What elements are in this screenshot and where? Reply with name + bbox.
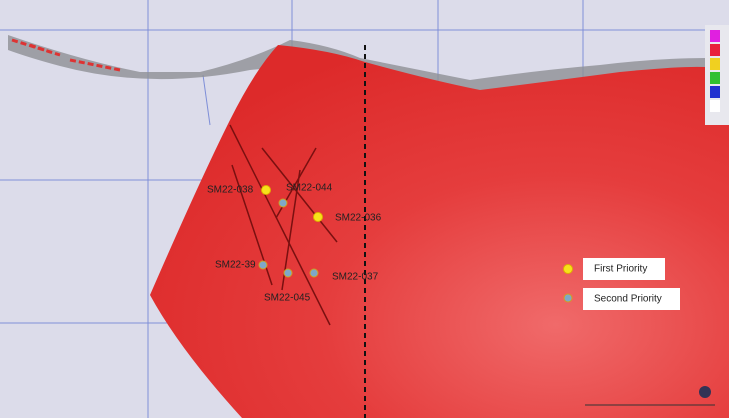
- hole-label: SM22-39: [215, 260, 256, 271]
- surface-features: [11, 38, 121, 72]
- scale-bar: [585, 386, 715, 406]
- scale-swatch: [710, 100, 720, 112]
- hole-label: SM22-038: [207, 185, 254, 196]
- drill-points: [258, 185, 323, 278]
- legend: First Priority Second Priority: [563, 258, 680, 310]
- legend-label: First Priority: [594, 264, 647, 275]
- orebody: [150, 45, 729, 418]
- scale-swatch: [710, 44, 720, 56]
- scale-swatch: [710, 72, 720, 84]
- hole-label: SM22-036: [335, 213, 382, 224]
- scale-swatch: [710, 30, 720, 42]
- legend-label: Second Priority: [594, 294, 662, 305]
- scale-swatch: [710, 86, 720, 98]
- hole-label: SM22-045: [264, 293, 311, 304]
- hole-label: SM22-044: [286, 183, 333, 194]
- hole-label: SM22-037: [332, 272, 379, 283]
- scale-swatch: [710, 58, 720, 70]
